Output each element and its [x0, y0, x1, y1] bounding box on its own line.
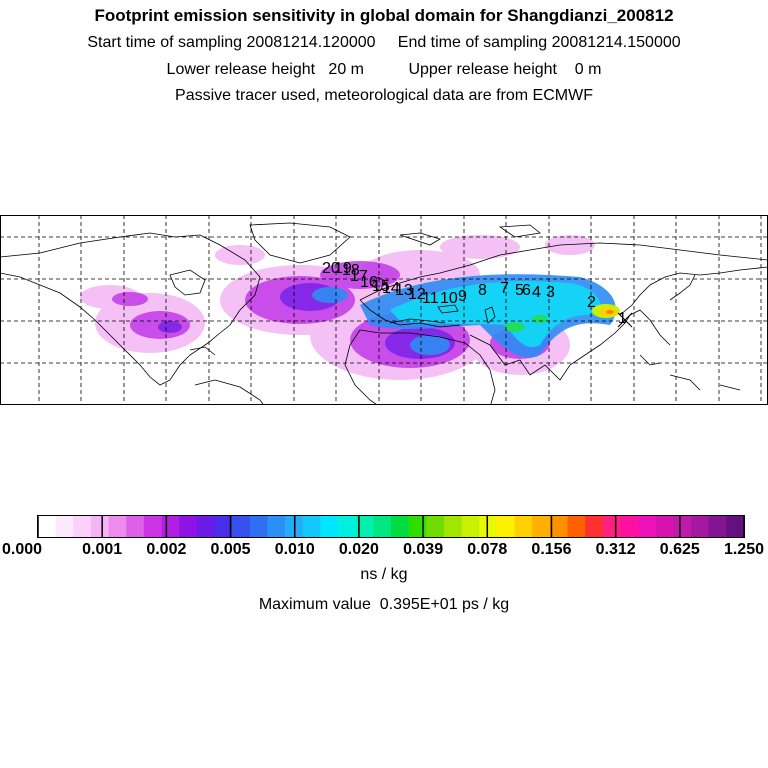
- release-heights: Lower release height 20 m Upper release …: [166, 61, 602, 78]
- trajectory-label: 8: [478, 282, 487, 299]
- colorbar-tick-label: 0.000: [2, 541, 42, 558]
- colorbar-cell: [267, 516, 286, 537]
- colorbar-cell: [443, 516, 462, 537]
- colorbar-cell: [232, 516, 251, 537]
- trajectory-label: 11: [422, 290, 439, 307]
- colorbar-cell: [726, 516, 745, 537]
- trajectory-label: 3: [546, 284, 555, 301]
- map-title: Footprint emission sensitivity in global…: [94, 6, 674, 25]
- colorbar-ticks: [37, 516, 745, 537]
- colorbar-tick-label: 0.625: [660, 541, 700, 558]
- colorbar-cell: [426, 516, 445, 537]
- trajectory-label: 16: [360, 274, 378, 291]
- trajectory-label: 6: [522, 282, 531, 299]
- colorbar-cell: [373, 516, 392, 537]
- colorbar-cell: [143, 516, 162, 537]
- colorbar-cell: [391, 516, 409, 537]
- colorbar-cell: [90, 516, 109, 537]
- colorbar-cell: [55, 516, 74, 537]
- colorbar-tick-label: 0.010: [275, 541, 315, 558]
- release-site-marker: [617, 312, 633, 328]
- trajectory-label: 7: [500, 280, 509, 297]
- colorbar-cell: [602, 516, 621, 537]
- trajectory-label: 9: [458, 288, 467, 305]
- colorbar-cell: [514, 516, 533, 537]
- colorbar-unit: ns / kg: [360, 566, 408, 583]
- trajectory-label: 18: [342, 262, 360, 279]
- trajectory-label: 17: [350, 268, 368, 285]
- colorbar-cell: [73, 516, 92, 537]
- trajectory-label: 20: [322, 260, 340, 277]
- colorbar-cell: [708, 516, 727, 537]
- colorbar-tick-label: 0.312: [596, 541, 636, 558]
- colorbar: 0.000 0.001 0.002 0.005 0.010 0.020 0.039 0.078…: [2, 515, 764, 558]
- colorbar-cell: [655, 516, 674, 537]
- maximum-value: Maximum value 0.395E+01 ps / kg: [258, 596, 510, 613]
- colorbar-tick-label: 1.250: [724, 541, 764, 558]
- trajectory-label: 19: [334, 260, 352, 277]
- colorbar-cell: [532, 516, 551, 537]
- trajectory-label: 14: [382, 280, 400, 297]
- colorbar-cell: [214, 516, 233, 537]
- colorbar-tick-labels: 0.000 0.001 0.002 0.005 0.010 0.020 0.039 0.078…: [2, 541, 764, 558]
- model-info: Passive tracer used, meteorological data…: [175, 87, 593, 104]
- trajectory-label: 5: [515, 282, 524, 299]
- colorbar-cell: [585, 516, 604, 537]
- colorbar-cell: [108, 516, 127, 537]
- colorbar-tick-label: 0.002: [146, 541, 186, 558]
- colorbar-cell: [479, 516, 498, 537]
- trajectory-label: 10: [440, 290, 458, 307]
- colorbar-cell: [196, 516, 215, 537]
- colorbar-cell: [320, 516, 339, 537]
- colorbar-cell: [161, 516, 180, 537]
- colorbar-tick-label: 0.039: [403, 541, 443, 558]
- trajectory-label: 15: [372, 278, 390, 295]
- colorbar-cell: [691, 516, 709, 537]
- trajectory-label: 13: [395, 282, 413, 299]
- colorbar-cell: [126, 516, 145, 537]
- colorbar-cell: [567, 516, 586, 537]
- colorbar-cell: [408, 516, 427, 537]
- colorbar-cells: [38, 516, 745, 537]
- colorbar-tick-label: 0.020: [339, 541, 379, 558]
- colorbar-cell: [38, 516, 56, 537]
- colorbar-cell: [620, 516, 639, 537]
- graticule: [0, 215, 768, 405]
- colorbar-cell: [496, 516, 515, 537]
- colorbar-frame: [37, 515, 745, 538]
- colorbar-tick-label: 0.078: [467, 541, 507, 558]
- colorbar-tick-label: 0.156: [531, 541, 571, 558]
- colorbar-cell: [461, 516, 480, 537]
- colorbar-cell: [355, 516, 374, 537]
- colorbar-tick-label: 0.005: [211, 541, 251, 558]
- colorbar-cell: [673, 516, 692, 537]
- colorbar-cell: [549, 516, 568, 537]
- sensitivity-plume: [80, 235, 620, 380]
- trajectory-label: 12: [408, 286, 426, 303]
- colorbar-cell: [179, 516, 198, 537]
- colorbar-tick-label: 0.001: [82, 541, 122, 558]
- trajectory-label: 2: [587, 294, 596, 311]
- trajectory-label: 4: [532, 284, 541, 301]
- sampling-times: Start time of sampling 20081214.120000 E…: [87, 34, 681, 51]
- colorbar-cell: [249, 516, 268, 537]
- colorbar-cell: [338, 516, 356, 537]
- colorbar-cell: [638, 516, 657, 537]
- trajectory-label: 1: [618, 310, 627, 327]
- colorbar-cell: [302, 516, 321, 537]
